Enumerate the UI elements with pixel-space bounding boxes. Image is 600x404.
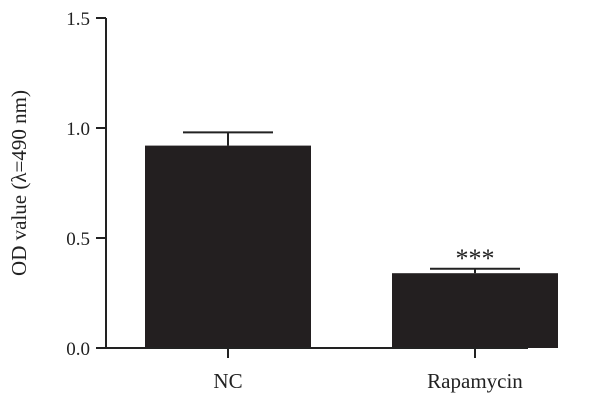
y-tick-label: 0.5 <box>66 229 90 250</box>
y-tick-label: 1.0 <box>66 119 90 140</box>
bars <box>145 145 558 348</box>
y-tick-label: 1.5 <box>66 9 90 30</box>
significance-label: *** <box>456 244 495 273</box>
x-tick-label: NC <box>213 369 242 393</box>
y-axis-ticks: 0.0 0.5 1.0 1.5 <box>66 9 106 360</box>
y-tick-label: 0.0 <box>66 339 90 360</box>
error-bars <box>183 131 520 274</box>
bar-rapamycin <box>392 273 558 348</box>
bar-nc <box>145 145 311 348</box>
significance-annotations: *** <box>456 244 495 273</box>
y-axis-title: OD value (λ=490 nm) <box>7 90 31 276</box>
x-axis-ticks: NC Rapamycin <box>213 348 523 393</box>
x-tick-label: Rapamycin <box>427 369 523 393</box>
